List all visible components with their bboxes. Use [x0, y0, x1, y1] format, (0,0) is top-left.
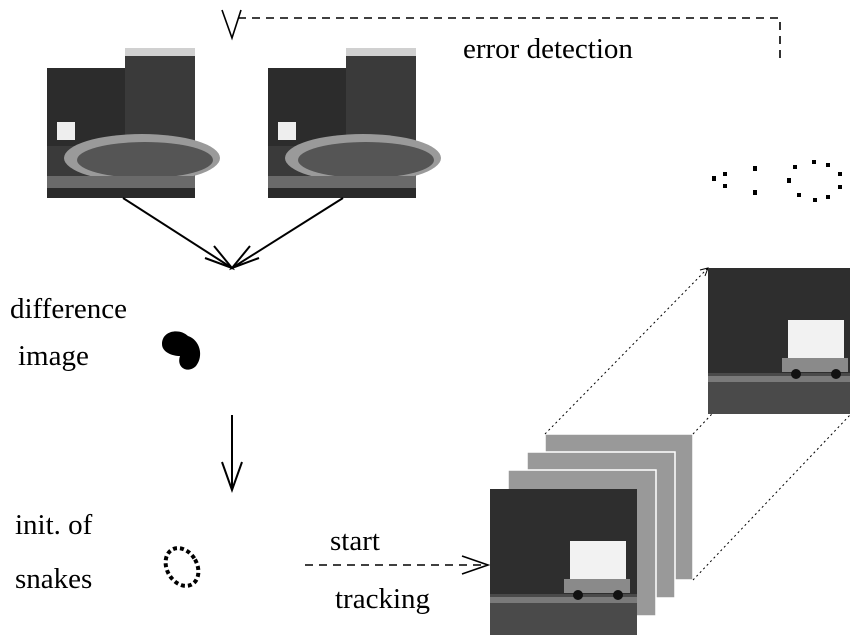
label: start [330, 525, 380, 557]
difference-blob [162, 331, 200, 369]
label: tracking [335, 583, 430, 615]
arrowhead [222, 10, 241, 38]
snake-contour [159, 542, 205, 592]
label: snakes [15, 563, 92, 595]
label: error detection [463, 33, 633, 65]
tracked-contour [712, 160, 842, 202]
frame-image [708, 268, 850, 414]
label: difference [10, 293, 127, 325]
frame-image [268, 48, 441, 198]
diagram: error detection difference image init. o… [0, 0, 850, 635]
label: init. of [15, 509, 93, 541]
page: {"labels": {"error_detection": "error de… [0, 0, 850, 635]
arrows [123, 198, 343, 490]
label: image [18, 340, 89, 372]
frame-image [47, 48, 220, 198]
frame-image [490, 489, 637, 635]
